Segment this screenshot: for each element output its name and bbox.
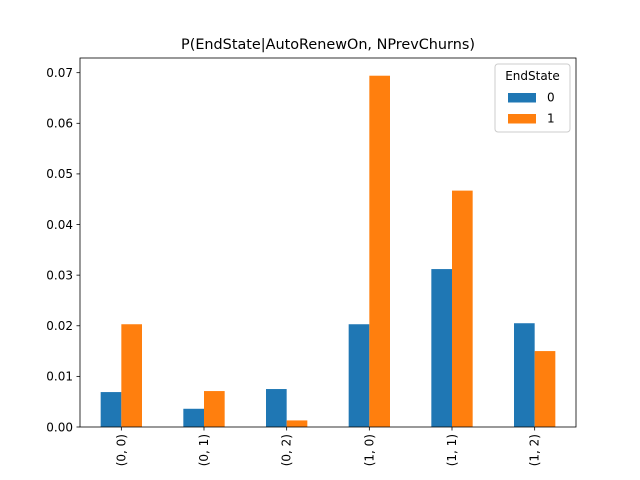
y-tick-label: 0.00 bbox=[46, 420, 73, 434]
x-tick-label: (1, 0) bbox=[362, 434, 376, 466]
bar-series-0-2 bbox=[266, 389, 287, 427]
y-tick-label: 0.02 bbox=[46, 319, 73, 333]
x-axis: (0, 0) (0, 1) (0, 2) (1, 0) (1, 1) (1, 2) bbox=[114, 427, 542, 466]
bar-series-1-3 bbox=[369, 75, 390, 427]
x-tick-label: (0, 1) bbox=[197, 434, 211, 466]
bar-series-1-5 bbox=[534, 351, 556, 427]
legend-label-0: 0 bbox=[547, 91, 555, 105]
legend-swatch-1 bbox=[508, 114, 536, 124]
bar-series-0-5 bbox=[514, 323, 535, 427]
y-tick-label: 0.07 bbox=[46, 66, 73, 80]
bar-series-0-4 bbox=[431, 269, 452, 427]
y-tick-label: 0.04 bbox=[46, 218, 73, 232]
plot-frame bbox=[79, 57, 577, 428]
bar-series-0-0 bbox=[100, 392, 122, 427]
bar-series-0-1 bbox=[183, 408, 204, 427]
x-tick-label: (0, 2) bbox=[280, 434, 294, 466]
bar-series-1-4 bbox=[452, 190, 473, 427]
bar-series-1-2 bbox=[286, 420, 308, 427]
x-tick-label: (1, 1) bbox=[445, 434, 459, 466]
bar-series-1-0 bbox=[121, 324, 142, 427]
x-tick-label: (0, 0) bbox=[114, 434, 128, 466]
y-axis: 0.00 0.01 0.02 0.03 0.04 0.05 0.06 0.07 bbox=[46, 66, 80, 434]
chart-title: P(EndState|AutoRenewOn, NPrevChurns) bbox=[181, 37, 475, 53]
bars-layer bbox=[100, 75, 556, 427]
bar-series-1-1 bbox=[204, 391, 225, 427]
legend: EndState 0 1 bbox=[494, 63, 571, 133]
y-tick-label: 0.05 bbox=[46, 167, 73, 181]
legend-swatch-0 bbox=[508, 93, 536, 103]
y-tick-label: 0.01 bbox=[46, 370, 73, 384]
legend-title: EndState bbox=[505, 69, 560, 83]
bar-series-0-3 bbox=[348, 324, 370, 427]
y-tick-label: 0.03 bbox=[46, 268, 73, 282]
legend-label-1: 1 bbox=[547, 112, 555, 126]
y-tick-label: 0.06 bbox=[46, 117, 73, 131]
x-tick-label: (1, 2) bbox=[528, 434, 542, 466]
